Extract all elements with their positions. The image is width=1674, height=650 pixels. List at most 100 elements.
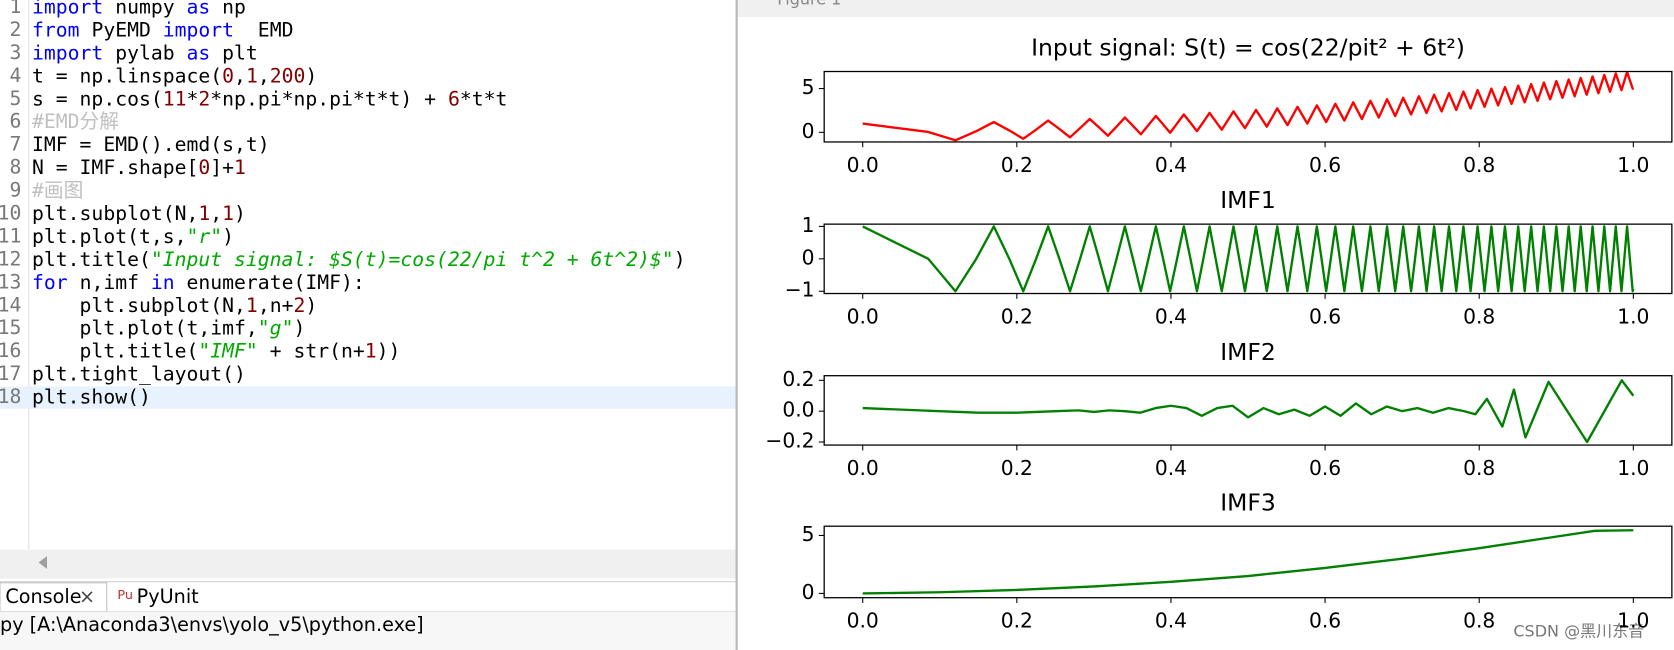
figure-titlebar bbox=[736, 0, 1674, 18]
code-token: 0 bbox=[222, 64, 234, 87]
line-number: 13 bbox=[0, 270, 21, 293]
code-token: plt.title( bbox=[32, 339, 198, 362]
console-tab[interactable] bbox=[0, 582, 108, 613]
code-line: plt.tight_layout() bbox=[32, 362, 246, 385]
code-token: plt.subplot(N, bbox=[32, 293, 246, 316]
x-tick-label: 1.0 bbox=[1617, 153, 1649, 177]
code-token: ,n+ bbox=[258, 293, 294, 316]
code-token: plt.subplot(N, bbox=[32, 202, 198, 225]
code-token: ) bbox=[293, 316, 305, 339]
code-token: #画图 bbox=[32, 179, 83, 202]
code-token: import bbox=[163, 18, 234, 41]
subplot-title: IMF2 bbox=[1220, 338, 1276, 366]
code-token: np bbox=[210, 0, 246, 18]
x-tick-label: 1.0 bbox=[1617, 305, 1649, 329]
line-number: 14 bbox=[0, 293, 21, 316]
code-token: 200 bbox=[270, 64, 306, 87]
code-token: ) bbox=[674, 247, 686, 270]
code-token: IMF = EMD().emd(s,t) bbox=[32, 133, 270, 156]
code-token: * bbox=[187, 87, 199, 110]
subplot: IMF2 0.0 0.2 0.4 0.6 0.8 1.0 −0.2 0.0 0.2 bbox=[765, 338, 1673, 480]
code-token: PyEMD bbox=[80, 18, 163, 41]
code-area: 1 import numpy as np 2 from PyEMD import EM… bbox=[0, 0, 686, 408]
code-token: 1 bbox=[365, 339, 377, 362]
code-token: EMD bbox=[234, 18, 293, 41]
tab-label[interactable]: PyUnit bbox=[137, 585, 200, 608]
y-tick-label: −1 bbox=[785, 278, 815, 302]
code-token: 2 bbox=[198, 87, 210, 110]
x-tick-label: 0.6 bbox=[1309, 153, 1341, 177]
code-token: plt.show() bbox=[32, 385, 151, 408]
scroll-arrow[interactable] bbox=[38, 556, 47, 569]
line-number: 16 bbox=[0, 339, 21, 362]
code-line: plt.title("Input signal: $S(t)=cos(22/pi… bbox=[32, 247, 686, 270]
scrollbar bbox=[0, 549, 737, 579]
line-number: 8 bbox=[9, 156, 21, 179]
x-tick-label: 0.8 bbox=[1463, 153, 1495, 177]
subplot-title: IMF1 bbox=[1220, 186, 1276, 214]
code-token: plt.title( bbox=[32, 247, 151, 270]
code-token: , bbox=[210, 202, 222, 225]
watermark: CSDN @黑川东音 bbox=[1513, 621, 1644, 640]
code-token: "r" bbox=[187, 224, 223, 247]
line-number: 1 bbox=[9, 0, 21, 18]
line-number: 18 bbox=[0, 385, 21, 408]
code-token: n,imf bbox=[68, 270, 151, 293]
x-tick-label: 0.0 bbox=[847, 153, 879, 177]
x-tick-label: 0.2 bbox=[1001, 305, 1033, 329]
y-tick-label: −0.2 bbox=[765, 428, 814, 452]
code-token: for bbox=[32, 270, 68, 293]
code-token: ) bbox=[234, 202, 246, 225]
x-tick-label: 0.4 bbox=[1155, 609, 1187, 633]
code-token: , bbox=[258, 64, 270, 87]
line-number: 17 bbox=[0, 362, 21, 385]
code-token: plt.tight_layout() bbox=[32, 362, 246, 385]
x-tick-label: 0.0 bbox=[847, 456, 879, 480]
tab-close[interactable]: × bbox=[79, 585, 95, 608]
pyunit-icon bbox=[117, 589, 131, 605]
y-tick-label: 5 bbox=[802, 75, 815, 99]
x-tick-label: 0.4 bbox=[1155, 305, 1187, 329]
pyunit-icon-glyph: Pu bbox=[117, 588, 133, 603]
y-tick-label: 0.0 bbox=[782, 398, 814, 422]
x-tick-label: 0.2 bbox=[1001, 153, 1033, 177]
x-tick-label: 0.0 bbox=[847, 609, 879, 633]
x-tick-label: 0.8 bbox=[1463, 456, 1495, 480]
code-line: #画图 bbox=[32, 179, 83, 202]
code-token: 2 bbox=[293, 293, 305, 316]
signal-line bbox=[862, 70, 1635, 142]
code-line: plt.subplot(N,1,n+2) bbox=[32, 293, 317, 316]
code-line: import pylab as plt bbox=[32, 41, 258, 64]
code-token: import bbox=[32, 41, 103, 64]
axes-frame bbox=[823, 525, 1673, 599]
figure-canvas: Input signal: S(t) = cos(22/pit² + 6t²) 0… bbox=[765, 34, 1673, 633]
x-tick-label: 0.0 bbox=[847, 305, 879, 329]
code-token: + str(n+ bbox=[258, 339, 365, 362]
code-token: 1 bbox=[234, 156, 246, 179]
code-token: "IMF" bbox=[198, 339, 257, 362]
x-tick-label: 0.8 bbox=[1463, 609, 1495, 633]
line-number: 9 bbox=[9, 179, 21, 202]
y-tick-label: 0 bbox=[802, 245, 815, 269]
code-line: t = np.linspace(0,1,200) bbox=[32, 64, 317, 87]
code-line: plt.show() bbox=[32, 385, 151, 408]
code-token: plt bbox=[210, 41, 258, 64]
code-token: as bbox=[187, 0, 211, 18]
code-token: #EMD分解 bbox=[32, 110, 119, 133]
code-token: as bbox=[187, 41, 211, 64]
signal-line bbox=[862, 529, 1634, 595]
x-tick-label: 0.2 bbox=[1001, 609, 1033, 633]
y-tick-label: 1 bbox=[802, 213, 815, 237]
code-token: import bbox=[32, 0, 103, 18]
line-number: 4 bbox=[9, 64, 21, 87]
tab-label[interactable]: Console bbox=[5, 585, 81, 608]
axes-frame bbox=[823, 70, 1673, 143]
code-token: ) bbox=[305, 293, 317, 316]
console-tabbar bbox=[0, 581, 738, 613]
x-tick-label: 1.0 bbox=[1617, 456, 1649, 480]
y-tick-label: 0 bbox=[802, 580, 815, 604]
line-number: 15 bbox=[0, 316, 21, 339]
code-line: plt.plot(t,imf,"g") bbox=[32, 316, 305, 339]
code-token: 6 bbox=[448, 87, 460, 110]
